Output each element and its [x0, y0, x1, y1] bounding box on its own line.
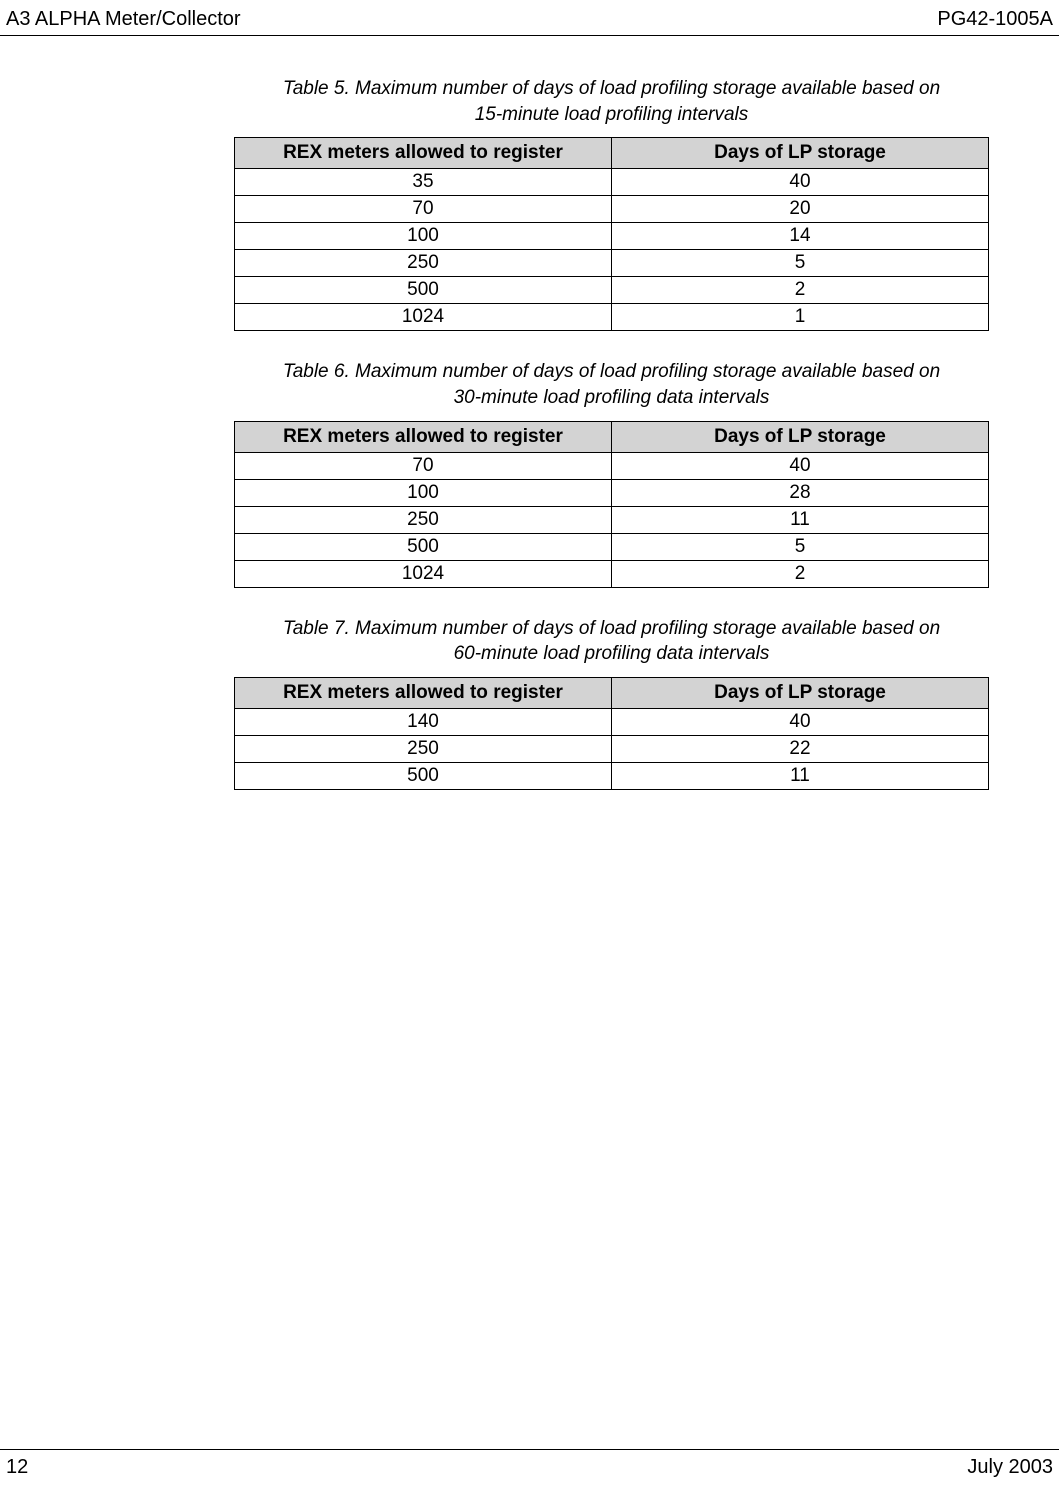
table-cell: 70 [235, 196, 612, 223]
table-6: REX meters allowed to register Days of L… [234, 421, 989, 588]
table-5-caption-line1: Table 5. Maximum number of days of load … [234, 76, 989, 102]
table-7-col2-header: Days of LP storage [612, 677, 989, 708]
table-cell: 2 [612, 277, 989, 304]
table-6-caption-line1: Table 6. Maximum number of days of load … [234, 359, 989, 385]
table-row: 5005 [235, 533, 989, 560]
footer-page-number: 12 [6, 1456, 28, 1479]
table-cell: 100 [235, 479, 612, 506]
table-cell: 22 [612, 735, 989, 762]
table-cell: 40 [612, 452, 989, 479]
table-6-col1-header: REX meters allowed to register [235, 421, 612, 452]
table-6-block: Table 6. Maximum number of days of load … [234, 359, 989, 587]
page-header: A3 ALPHA Meter/Collector PG42-1005A [0, 0, 1059, 36]
table-5-block: Table 5. Maximum number of days of load … [234, 76, 989, 331]
table-cell: 20 [612, 196, 989, 223]
table-cell: 5 [612, 533, 989, 560]
table-row: 10242 [235, 560, 989, 587]
table-header-row: REX meters allowed to register Days of L… [235, 677, 989, 708]
table-cell: 28 [612, 479, 989, 506]
table-5-caption-line2: 15-minute load profiling intervals [234, 102, 989, 128]
header-title-left: A3 ALPHA Meter/Collector [6, 8, 241, 31]
table-row: 2505 [235, 250, 989, 277]
table-7-col1-header: REX meters allowed to register [235, 677, 612, 708]
table-header-row: REX meters allowed to register Days of L… [235, 138, 989, 169]
page-content: Table 5. Maximum number of days of load … [0, 36, 1059, 818]
table-6-col2-header: Days of LP storage [612, 421, 989, 452]
table-row: 25022 [235, 735, 989, 762]
table-cell: 35 [235, 169, 612, 196]
table-6-caption-line2: 30-minute load profiling data intervals [234, 385, 989, 411]
table-cell: 2 [612, 560, 989, 587]
table-cell: 5 [612, 250, 989, 277]
table-cell: 250 [235, 735, 612, 762]
table-row: 5002 [235, 277, 989, 304]
table-row: 7020 [235, 196, 989, 223]
table-cell: 500 [235, 533, 612, 560]
page-footer: 12 July 2003 [0, 1449, 1059, 1479]
table-header-row: REX meters allowed to register Days of L… [235, 421, 989, 452]
table-7-block: Table 7. Maximum number of days of load … [234, 616, 989, 790]
table-row: 50011 [235, 762, 989, 789]
table-cell: 250 [235, 506, 612, 533]
table-row: 3540 [235, 169, 989, 196]
table-7: REX meters allowed to register Days of L… [234, 677, 989, 790]
table-row: 10241 [235, 304, 989, 331]
table-cell: 1024 [235, 304, 612, 331]
table-cell: 40 [612, 169, 989, 196]
table-row: 10014 [235, 223, 989, 250]
table-cell: 11 [612, 762, 989, 789]
table-cell: 1 [612, 304, 989, 331]
table-cell: 70 [235, 452, 612, 479]
table-5: REX meters allowed to register Days of L… [234, 137, 989, 331]
table-cell: 250 [235, 250, 612, 277]
header-title-right: PG42-1005A [937, 8, 1053, 31]
table-cell: 1024 [235, 560, 612, 587]
table-5-col2-header: Days of LP storage [612, 138, 989, 169]
table-cell: 14 [612, 223, 989, 250]
footer-date: July 2003 [967, 1456, 1053, 1479]
table-row: 25011 [235, 506, 989, 533]
table-6-caption: Table 6. Maximum number of days of load … [234, 359, 989, 410]
table-5-col1-header: REX meters allowed to register [235, 138, 612, 169]
table-cell: 140 [235, 708, 612, 735]
table-row: 14040 [235, 708, 989, 735]
table-row: 7040 [235, 452, 989, 479]
table-cell: 100 [235, 223, 612, 250]
table-cell: 500 [235, 277, 612, 304]
table-5-caption: Table 5. Maximum number of days of load … [234, 76, 989, 127]
table-7-caption: Table 7. Maximum number of days of load … [234, 616, 989, 667]
table-7-caption-line2: 60-minute load profiling data intervals [234, 641, 989, 667]
table-cell: 40 [612, 708, 989, 735]
table-cell: 11 [612, 506, 989, 533]
table-row: 10028 [235, 479, 989, 506]
table-cell: 500 [235, 762, 612, 789]
table-7-caption-line1: Table 7. Maximum number of days of load … [234, 616, 989, 642]
